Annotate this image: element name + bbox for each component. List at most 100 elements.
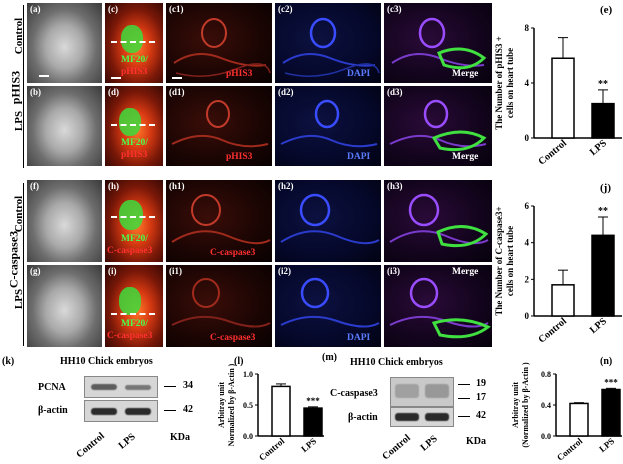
y-tick-label: 0 bbox=[525, 311, 530, 321]
x-tick-label: LPS bbox=[588, 138, 609, 158]
tissue-outline bbox=[280, 277, 380, 328]
section-line bbox=[111, 41, 155, 43]
panel-d2-section: (d2) DAPI bbox=[275, 86, 381, 166]
panel-c3-section: (c3) Merge bbox=[384, 3, 492, 83]
section-line bbox=[111, 313, 155, 315]
panel-i1-section: (i1) C-caspase3 bbox=[166, 265, 272, 347]
stain-label-merge: Merge bbox=[452, 267, 479, 277]
band bbox=[425, 413, 449, 421]
band bbox=[91, 384, 117, 390]
panel-label-n: (n) bbox=[600, 356, 613, 367]
section-line bbox=[111, 216, 155, 218]
panel-d-whole-mount: (d) MF20/ pHIS3 bbox=[105, 86, 163, 166]
significance-label: *** bbox=[306, 396, 320, 406]
unit-kda: KDa bbox=[466, 436, 486, 447]
y-axis-label-line: cells on heart tube bbox=[505, 48, 515, 118]
tissue-outline bbox=[171, 100, 269, 148]
protein-label-ccaspase3: C-caspase3 bbox=[330, 388, 378, 399]
y-axis-label-line: Arbitray unit bbox=[511, 382, 520, 428]
tissue-outline bbox=[282, 17, 380, 77]
panel-label-i3: (i3) bbox=[387, 266, 400, 276]
bar bbox=[551, 284, 575, 317]
kda-19: 19 bbox=[476, 378, 486, 389]
significance-label: ** bbox=[598, 79, 608, 90]
panel-label-i: (i) bbox=[108, 266, 117, 276]
panel-h1-section: (h1) C-caspase3 bbox=[166, 180, 272, 262]
y-tick-label: 0 bbox=[525, 133, 530, 143]
panel-label-a: (a) bbox=[30, 4, 41, 14]
heart-tube-green bbox=[119, 108, 141, 136]
protein-label-bactin-m: β-actin bbox=[348, 412, 378, 423]
stain-label-ccaspase3: C-caspase3 bbox=[210, 333, 256, 343]
panel-label-c2: (c2) bbox=[278, 4, 293, 14]
stain-label-phis3: pHIS3 bbox=[121, 67, 148, 77]
stain-label-ccaspase3: C-caspase3 bbox=[107, 246, 153, 256]
scale-bar bbox=[172, 77, 182, 79]
panel-label-b: (b) bbox=[30, 87, 41, 97]
bar bbox=[551, 57, 575, 139]
x-tick-label: Control bbox=[555, 436, 585, 463]
stain-label-phis3: pHIS3 bbox=[226, 69, 253, 79]
scale-bar bbox=[39, 75, 49, 77]
blot-pcna bbox=[84, 376, 158, 398]
significance-label: ** bbox=[598, 206, 608, 217]
group-divider-2 bbox=[23, 183, 24, 346]
y-tick-label: 4 bbox=[525, 238, 530, 248]
western-title-m: HH10 Chick embryos bbox=[350, 357, 443, 368]
chart-l: 0.0 0.5 1.0 Arbitray unitNormalized by β-Ac… bbox=[217, 363, 324, 463]
panel-c1-section: (c1) pHIS3 bbox=[166, 3, 272, 83]
significance-label: *** bbox=[604, 377, 618, 387]
panel-label-i1: (i1) bbox=[169, 266, 182, 276]
stain-label-merge: Merge bbox=[452, 69, 479, 79]
tissue-outline bbox=[391, 17, 487, 70]
panel-c-whole-mount: (c) MF20/ pHIS3 bbox=[105, 3, 163, 83]
panel-label-e: (e) bbox=[600, 4, 613, 16]
tissue-outline bbox=[389, 99, 487, 152]
y-tick-label: 8 bbox=[525, 23, 530, 33]
chart-j: 0 2 4 6 The Number of C-caspase3+cells on he… bbox=[494, 201, 622, 346]
panel-label-c: (c) bbox=[108, 4, 118, 14]
panel-label-l: (l) bbox=[234, 356, 244, 367]
blot-bactin-m bbox=[390, 407, 454, 427]
scale-bar bbox=[111, 77, 121, 79]
y-axis-label: The Number of C-caspase3+cells on heart … bbox=[494, 206, 515, 315]
y-tick-label: 2 bbox=[525, 274, 530, 284]
kda-17: 17 bbox=[476, 392, 486, 403]
panel-label-j: (j) bbox=[600, 182, 611, 194]
x-tick-label: LPS bbox=[597, 436, 616, 454]
panel-label-d1: (d1) bbox=[169, 87, 185, 97]
panel-d1-section: (d1) pHIS3 bbox=[166, 86, 272, 166]
x-tick-label: Control bbox=[536, 316, 569, 346]
band bbox=[425, 384, 449, 398]
panel-d3-section: (d3) Merge bbox=[384, 86, 492, 166]
y-axis-label-line: cells on heart tube bbox=[505, 226, 515, 296]
lane-label-lps: LPS bbox=[116, 431, 138, 452]
panel-i2-section: (i2) DAPI bbox=[275, 265, 381, 347]
chart-n: 0.0 0.4 0.8 Arbitray unit(Normalized by β-A… bbox=[511, 362, 622, 463]
y-tick-label: 6 bbox=[525, 201, 530, 211]
lane-label-lps: LPS bbox=[418, 433, 440, 454]
y-axis-label: Arbitray unit(Normalized by β-Actin ) bbox=[511, 362, 530, 448]
panel-label-g: (g) bbox=[30, 266, 41, 276]
y-tick-label: 4 bbox=[525, 78, 530, 88]
lane-label-control: Control bbox=[380, 432, 413, 463]
heart-tube-green bbox=[121, 25, 143, 53]
stain-label-phis3: pHIS3 bbox=[121, 150, 148, 160]
panel-label-c3: (c3) bbox=[387, 4, 402, 14]
kda-tick bbox=[164, 386, 176, 387]
y-tick-label: 0.5 bbox=[243, 401, 253, 410]
panel-h-whole-mount: (h) MF20/ C-caspase3 bbox=[105, 180, 163, 262]
kda-42: 42 bbox=[476, 410, 486, 421]
kda-tick bbox=[458, 384, 470, 385]
panel-label-f: (f) bbox=[30, 181, 39, 191]
bar bbox=[591, 102, 615, 139]
panel-h2-section: (h2) bbox=[275, 180, 381, 262]
panel-label-k: (k) bbox=[2, 356, 15, 367]
bar bbox=[303, 407, 323, 437]
panel-c2-section: (c2) DAPI bbox=[275, 3, 381, 83]
panel-f-bright-field: (f) bbox=[27, 180, 102, 262]
stain-label-ccaspase3: C-caspase3 bbox=[210, 248, 256, 258]
y-tick-label: 1.0 bbox=[243, 370, 253, 379]
panel-label-h1: (h1) bbox=[169, 181, 185, 191]
band bbox=[125, 408, 151, 415]
